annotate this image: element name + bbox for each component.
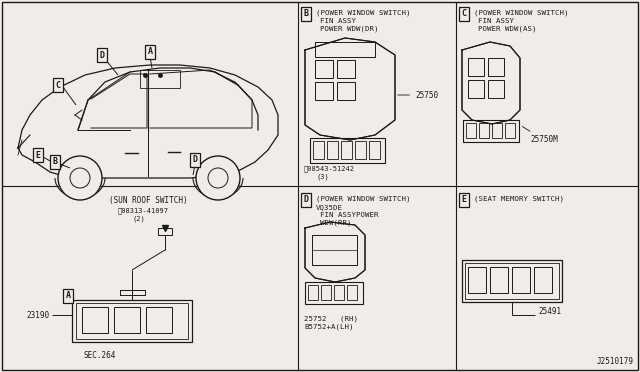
Polygon shape — [305, 222, 365, 282]
Text: Ⓢ08313-41097: Ⓢ08313-41097 — [118, 207, 169, 214]
Bar — [462, 260, 562, 302]
Bar — [490, 267, 508, 293]
Text: POWER WDW(DR): POWER WDW(DR) — [320, 26, 378, 32]
Bar — [466, 123, 476, 138]
Text: (POWER WINDOW SWITCH): (POWER WINDOW SWITCH) — [316, 10, 410, 16]
Text: 25491: 25491 — [538, 307, 561, 315]
Bar — [505, 123, 515, 138]
Text: E: E — [461, 196, 467, 205]
Text: E: E — [35, 151, 40, 160]
Bar — [308, 285, 318, 300]
Bar — [72, 300, 192, 342]
Text: C: C — [56, 80, 61, 90]
Bar — [114, 307, 140, 333]
Text: B: B — [52, 157, 58, 167]
Text: (POWER WINDOW SWITCH): (POWER WINDOW SWITCH) — [474, 10, 568, 16]
Text: J2510179: J2510179 — [597, 357, 634, 366]
Bar — [512, 267, 530, 293]
Text: (SEAT MEMORY SWITCH): (SEAT MEMORY SWITCH) — [474, 196, 564, 202]
Bar — [337, 82, 355, 100]
Text: (POWER WINDOW SWITCH): (POWER WINDOW SWITCH) — [316, 196, 410, 202]
Bar — [355, 141, 366, 159]
Text: B: B — [303, 10, 308, 19]
Text: D: D — [303, 196, 308, 205]
Bar — [341, 141, 352, 159]
Bar — [369, 141, 380, 159]
Text: Ⓢ08543-51242: Ⓢ08543-51242 — [304, 165, 355, 171]
Text: D: D — [99, 51, 104, 60]
Polygon shape — [462, 42, 520, 124]
Bar — [334, 285, 344, 300]
Text: WDW(RR): WDW(RR) — [320, 220, 351, 227]
Bar — [315, 42, 375, 57]
Text: (3): (3) — [316, 173, 329, 180]
Bar — [327, 141, 338, 159]
Bar — [468, 80, 484, 98]
Text: POWER WDW(AS): POWER WDW(AS) — [478, 26, 536, 32]
Bar — [312, 235, 357, 265]
Text: A: A — [65, 292, 70, 301]
Circle shape — [70, 168, 90, 188]
Bar — [534, 267, 552, 293]
Text: A: A — [147, 48, 152, 57]
Bar — [488, 58, 504, 76]
Text: 23190: 23190 — [27, 311, 50, 320]
Text: C: C — [461, 10, 467, 19]
Bar — [140, 70, 180, 88]
Text: VQ35DE: VQ35DE — [316, 204, 343, 210]
Text: 25750M: 25750M — [522, 126, 557, 144]
Text: FIN ASSY: FIN ASSY — [478, 18, 514, 24]
Bar — [82, 307, 108, 333]
Text: FIN ASSY: FIN ASSY — [320, 18, 356, 24]
Bar — [146, 307, 172, 333]
Text: FIN ASSYPOWER: FIN ASSYPOWER — [320, 212, 378, 218]
Bar — [479, 123, 489, 138]
Bar — [305, 282, 363, 304]
Circle shape — [208, 168, 228, 188]
Circle shape — [196, 156, 240, 200]
Text: B5752+A(LH): B5752+A(LH) — [304, 324, 353, 330]
Bar — [492, 123, 502, 138]
Bar — [468, 267, 486, 293]
Bar — [76, 303, 188, 339]
Bar — [315, 60, 333, 78]
Bar — [488, 80, 504, 98]
Bar — [468, 58, 484, 76]
Bar — [347, 285, 357, 300]
Bar — [463, 120, 519, 142]
Bar — [315, 82, 333, 100]
Bar — [313, 141, 324, 159]
Text: D: D — [193, 155, 198, 164]
Polygon shape — [305, 38, 395, 140]
Bar — [158, 228, 172, 235]
Text: 25750: 25750 — [398, 90, 438, 99]
Text: (2): (2) — [132, 215, 145, 221]
Bar — [337, 60, 355, 78]
Bar — [310, 138, 385, 163]
Bar — [321, 285, 331, 300]
Text: (SUN ROOF SWITCH): (SUN ROOF SWITCH) — [109, 196, 188, 205]
Text: 25752   (RH): 25752 (RH) — [304, 316, 358, 323]
Bar — [465, 263, 559, 299]
Circle shape — [58, 156, 102, 200]
Text: SEC.264: SEC.264 — [84, 350, 116, 359]
